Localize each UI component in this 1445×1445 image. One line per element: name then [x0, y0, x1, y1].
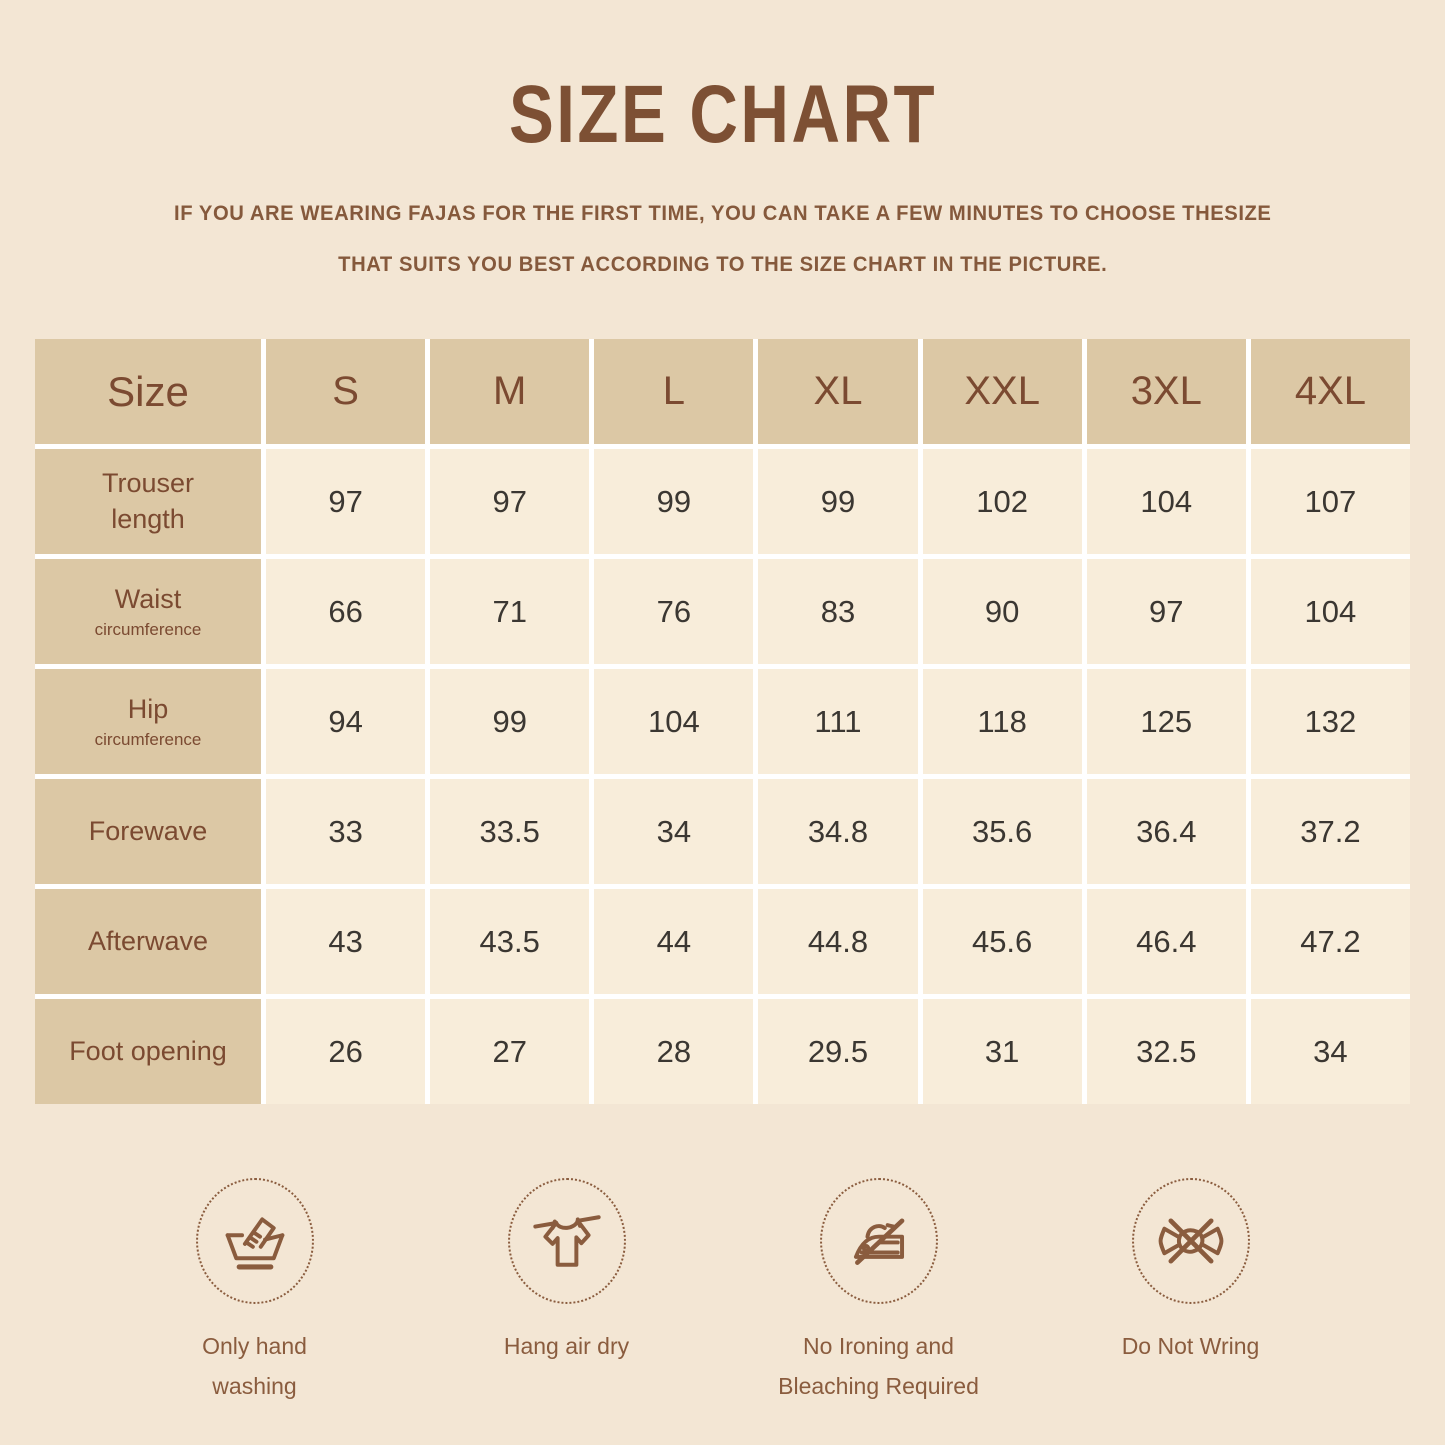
table-value-cell: 43	[266, 889, 426, 995]
subtitle-line-1: IF YOU ARE WEARING FAJAS FOR THE FIRST T…	[173, 201, 1272, 225]
no-iron-icon	[819, 1178, 938, 1305]
table-value-cell: 45.6	[922, 889, 1082, 995]
table-row-label: Foot opening	[35, 999, 261, 1105]
care-item-do-not-wring: Do Not Wring	[1042, 1178, 1340, 1407]
care-label-hang-dry: Hang air dry	[503, 1333, 630, 1360]
table-header-l: L	[594, 339, 754, 445]
table-row-label: Forewave	[35, 779, 261, 885]
care-label-do-not-wring: Do Not Wring	[1121, 1333, 1260, 1360]
table-header-4xl: 4XL	[1250, 339, 1410, 445]
table-value-cell: 118	[922, 669, 1082, 775]
table-row-label: Waist circumference	[35, 559, 261, 665]
table-value-cell: 71	[430, 559, 590, 665]
table-value-cell: 107	[1250, 449, 1410, 555]
table-value-cell: 33	[266, 779, 426, 885]
table-value-cell: 97	[1086, 559, 1246, 665]
page-title-text: SIZE CHART	[508, 69, 937, 160]
table-value-cell: 102	[922, 449, 1082, 555]
subtitle-line-2: THAT SUITS YOU BEST ACCORDING TO THE SIZ…	[337, 251, 1108, 276]
table-value-cell: 46.4	[1086, 889, 1246, 995]
table-value-cell: 99	[430, 669, 590, 775]
subtitle: IF YOU ARE WEARING FAJAS FOR THE FIRST T…	[0, 188, 1445, 289]
table-header-xxl: XXL	[922, 339, 1082, 445]
table-value-cell: 97	[266, 449, 426, 555]
table-value-cell: 104	[594, 669, 754, 775]
table-value-cell: 47.2	[1250, 889, 1410, 995]
table-value-cell: 99	[594, 449, 754, 555]
table-value-cell: 37.2	[1250, 779, 1410, 885]
table-value-cell: 97	[430, 449, 590, 555]
subtitle-lines: IF YOU ARE WEARING FAJAS FOR THE FIRST T…	[174, 188, 1271, 289]
table-value-cell: 125	[1086, 669, 1246, 775]
table-value-cell: 34	[1250, 999, 1410, 1105]
table-value-cell: 27	[430, 999, 590, 1105]
table-header-xl: XL	[758, 339, 918, 445]
table-row-label: Trouser length	[35, 449, 261, 555]
table-value-cell: 83	[758, 559, 918, 665]
care-item-hand-wash: Only hand washing	[106, 1178, 404, 1407]
table-value-cell: 31	[922, 999, 1082, 1105]
table-row-sublabel: circumference	[94, 620, 202, 640]
table-value-cell: 36.4	[1086, 779, 1246, 885]
care-label-no-iron: No Ironing and Bleaching Required	[778, 1333, 979, 1400]
table-value-cell: 104	[1250, 559, 1410, 665]
table-row-label: Afterwave	[35, 889, 261, 995]
table-value-cell: 44	[594, 889, 754, 995]
table-value-cell: 99	[758, 449, 918, 555]
table-header-size: Size	[35, 339, 261, 445]
table-value-cell: 43.5	[430, 889, 590, 995]
table-value-cell: 26	[266, 999, 426, 1105]
care-label-hand-wash: Only hand washing	[202, 1333, 307, 1400]
table-value-cell: 66	[266, 559, 426, 665]
table-header-3xl: 3XL	[1086, 339, 1246, 445]
table-row-label: Hip circumference	[35, 669, 261, 775]
table-value-cell: 28	[594, 999, 754, 1105]
table-value-cell: 94	[266, 669, 426, 775]
table-value-cell: 34	[594, 779, 754, 885]
care-item-hang-dry: Hang air dry	[418, 1178, 716, 1407]
table-value-cell: 32.5	[1086, 999, 1246, 1105]
table-value-cell: 35.6	[922, 779, 1082, 885]
table-value-cell: 111	[758, 669, 918, 775]
care-instructions-row: Only hand washing Hang air dry	[0, 1178, 1445, 1407]
do-not-wring-icon	[1131, 1178, 1250, 1305]
hand-wash-icon	[195, 1178, 314, 1305]
size-chart-table: Size S M L XL XXL 3XL 4XL Trouser length 97 97 99 99…	[35, 339, 1410, 1105]
page-title: SIZE CHART	[0, 0, 1445, 162]
table-value-cell: 76	[594, 559, 754, 665]
table-value-cell: 44.8	[758, 889, 918, 995]
table-value-cell: 104	[1086, 449, 1246, 555]
table-value-cell: 29.5	[758, 999, 918, 1105]
table-value-cell: 33.5	[430, 779, 590, 885]
table-row-sublabel: circumference	[94, 730, 202, 750]
table-value-cell: 90	[922, 559, 1082, 665]
table-value-cell: 34.8	[758, 779, 918, 885]
table-value-cell: 132	[1250, 669, 1410, 775]
care-item-no-iron: No Ironing and Bleaching Required	[730, 1178, 1028, 1407]
table-header-m: M	[430, 339, 590, 445]
hang-dry-icon	[507, 1178, 626, 1305]
table-header-s: S	[266, 339, 426, 445]
